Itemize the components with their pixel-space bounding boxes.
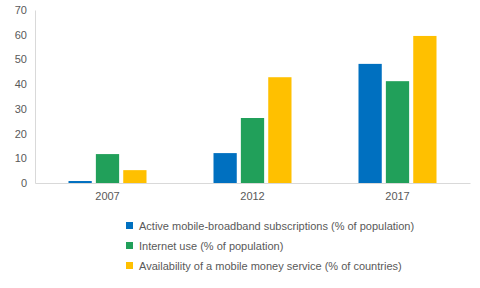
- bar: [214, 153, 237, 183]
- legend-swatch: [126, 242, 133, 249]
- legend-swatch: [126, 222, 133, 229]
- legend-label: Availability of a mobile money service (…: [139, 260, 402, 272]
- bar: [359, 64, 382, 183]
- legend-label: Internet use (% of population): [139, 240, 283, 252]
- x-axis: 2007 2012 2017: [36, 183, 471, 202]
- legend: Active mobile-broadband subscriptions (%…: [126, 220, 414, 272]
- y-tick: 60: [15, 29, 35, 41]
- legend-item: Active mobile-broadband subscriptions (%…: [126, 220, 414, 232]
- y-tick: 10: [15, 152, 35, 164]
- y-tick: 30: [15, 103, 35, 115]
- bar: [96, 154, 119, 183]
- x-tick: 2012: [240, 183, 264, 202]
- y-axis: 0 10 20 30 40 50 60 70: [15, 4, 36, 189]
- bars: [69, 36, 437, 183]
- y-tick: 40: [15, 78, 35, 90]
- x-axis-line: [36, 183, 471, 184]
- y-tick-label: 40: [15, 78, 27, 90]
- bar: [268, 77, 291, 183]
- y-tick-label: 20: [15, 128, 27, 140]
- bar: [413, 36, 436, 183]
- bar-series: [96, 81, 409, 183]
- y-tick-label: 60: [15, 29, 27, 41]
- y-tick: 70: [15, 4, 35, 16]
- bar: [241, 118, 264, 183]
- bar-series: [69, 64, 382, 183]
- bar: [123, 170, 146, 183]
- y-tick-label: 0: [21, 177, 27, 189]
- y-tick: 50: [15, 53, 35, 65]
- y-tick-label: 50: [15, 53, 27, 65]
- legend-label: Active mobile-broadband subscriptions (%…: [139, 220, 414, 232]
- bar: [386, 81, 409, 183]
- legend-swatch: [126, 262, 133, 269]
- legend-item: Internet use (% of population): [126, 240, 283, 252]
- bar: [69, 181, 92, 183]
- y-tick: 0: [21, 177, 35, 189]
- legend-item: Availability of a mobile money service (…: [126, 260, 402, 272]
- plot: 0 10 20 30 40 50 60 70 2007 2012 2017: [15, 4, 471, 202]
- x-tick-label: 2017: [385, 190, 409, 202]
- y-tick-label: 10: [15, 152, 27, 164]
- x-tick: 2007: [95, 183, 119, 202]
- x-tick-label: 2007: [95, 190, 119, 202]
- y-tick-label: 70: [15, 4, 27, 16]
- bar-series: [123, 36, 436, 183]
- y-axis-line: [35, 11, 36, 184]
- y-tick: 20: [15, 128, 35, 140]
- chart: 0 10 20 30 40 50 60 70 2007 2012 2017 Active mobile…: [0, 0, 480, 288]
- y-tick-label: 30: [15, 103, 27, 115]
- x-tick: 2017: [385, 183, 409, 202]
- x-tick-label: 2012: [240, 190, 264, 202]
